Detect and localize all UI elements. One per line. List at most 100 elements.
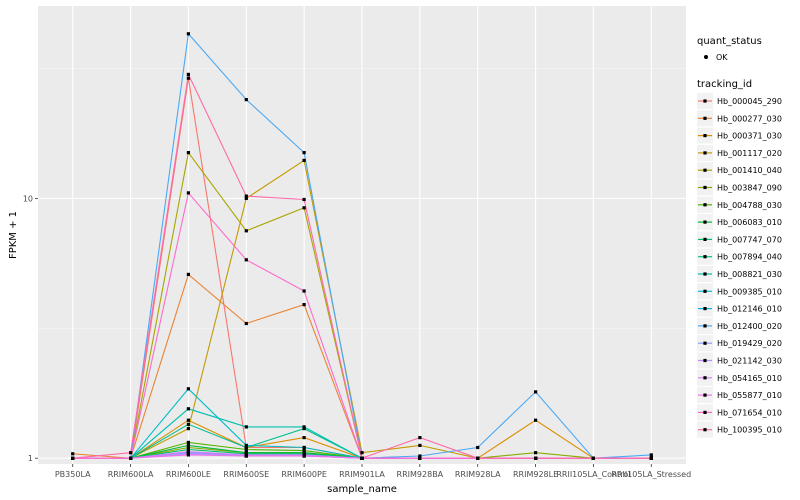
data-point [302, 206, 306, 210]
x-tick-label: PB350LA [55, 470, 91, 479]
legend-label: Hb_001410_040 [717, 166, 782, 175]
legend-label: Hb_071654_010 [717, 408, 782, 417]
legend-label: Hb_019429_020 [717, 339, 782, 348]
legend-key-point [703, 272, 707, 276]
data-point [186, 32, 190, 36]
x-axis: PB350LA RRIM600LA RRIM600LE RRIM600SE RRIM60… [55, 464, 691, 479]
data-point [302, 436, 306, 440]
data-point [244, 454, 248, 458]
data-point [186, 72, 190, 76]
data-point [302, 427, 306, 431]
legend-label: Hb_007894_040 [717, 253, 782, 262]
data-point [302, 445, 306, 450]
y-axis-title: FPKM + 1 [8, 211, 19, 259]
data-point [186, 387, 190, 391]
legend-label: Hb_004788_030 [717, 201, 782, 210]
data-point [360, 456, 364, 460]
legend-key-point [703, 203, 707, 207]
x-tick-label: RRII105LA_Stressed [611, 470, 691, 479]
data-point [360, 451, 364, 455]
data-point [186, 191, 190, 195]
data-point [129, 456, 133, 460]
legend-label: Hb_008821_030 [717, 270, 782, 279]
data-point [186, 440, 190, 444]
legend-key-point [703, 99, 707, 103]
x-tick-label: RRII105LA_Control [556, 470, 630, 479]
data-point [186, 151, 190, 155]
data-point [418, 456, 422, 460]
x-tick-label: RRIM928LA [455, 470, 501, 479]
data-point [244, 258, 248, 262]
legend-label: Hb_055877_010 [717, 391, 782, 400]
data-point [649, 456, 653, 460]
data-point [649, 453, 653, 457]
legend-label: Hb_006083_010 [717, 218, 782, 227]
data-point [244, 425, 248, 429]
data-point [244, 443, 248, 447]
data-point [476, 456, 480, 460]
data-point [302, 425, 306, 429]
data-point [302, 303, 306, 307]
legend-key-point [703, 151, 707, 155]
x-tick-label: RRIM600LA [108, 470, 154, 479]
data-point [244, 196, 248, 200]
legend-key-point [703, 393, 707, 397]
data-point [129, 451, 133, 455]
data-point [186, 447, 190, 452]
legend-key-point [703, 116, 707, 120]
data-point [186, 427, 190, 431]
data-point [244, 194, 248, 198]
data-point [418, 436, 422, 440]
legend-key-point [703, 289, 707, 293]
data-point [591, 456, 595, 460]
legend-label: Hb_000045_290 [717, 97, 782, 106]
legend-key-point [703, 220, 707, 224]
x-axis-title: sample_name [327, 484, 397, 495]
legend-label: Hb_007747_070 [717, 235, 782, 244]
data-point [71, 456, 75, 460]
legend-color: tracking_id Hb_000045_290Hb_000277_030Hb… [697, 79, 782, 438]
data-point [302, 197, 306, 202]
data-point [186, 272, 190, 276]
x-tick-label: RRIM600PE [281, 470, 327, 479]
data-point [534, 390, 538, 394]
legend-key-point [703, 255, 707, 259]
legend-label: Hb_054165_010 [717, 374, 782, 383]
data-point [302, 449, 306, 453]
legend-key-point [703, 185, 707, 190]
legend-color-entries: Hb_000045_290 Hb_000277_030 Hb_000371_030 H… [697, 93, 782, 438]
legend-key-point [703, 341, 707, 345]
legend-label: Hb_000277_030 [717, 114, 782, 123]
legend-label: Hb_001117_020 [717, 149, 782, 158]
y-tick-label: 10 [23, 194, 33, 203]
x-tick-label: RRIM928BA [397, 470, 444, 479]
data-point [476, 445, 480, 450]
data-point [302, 289, 306, 293]
data-point [244, 447, 248, 452]
x-tick-label: RRIM901LA [339, 470, 385, 479]
y-tick-label: 1 [28, 454, 33, 463]
legend-key-point [703, 324, 707, 328]
legend-key-point [703, 428, 707, 432]
data-point [302, 151, 306, 155]
data-point [244, 229, 248, 233]
data-point [244, 321, 248, 326]
legend-key-point [703, 134, 707, 138]
data-point [186, 453, 190, 457]
legend-shape-label: OK [716, 53, 728, 62]
y-axis: 1 10 [23, 194, 38, 463]
legend-label: Hb_100395_010 [717, 426, 782, 435]
legend-key-point [703, 307, 707, 311]
data-point [418, 443, 422, 447]
data-point [244, 98, 248, 102]
x-tick-label: RRIM600SE [223, 470, 269, 479]
legend-key-point [703, 358, 707, 363]
legend-label: Hb_012400_020 [717, 322, 782, 331]
data-point [302, 454, 306, 458]
data-point [186, 450, 190, 454]
data-point [71, 452, 75, 456]
x-tick-label: RRIM600LE [166, 470, 211, 479]
legend-key-point [703, 410, 707, 414]
legend-label: Hb_009385_010 [717, 287, 782, 296]
